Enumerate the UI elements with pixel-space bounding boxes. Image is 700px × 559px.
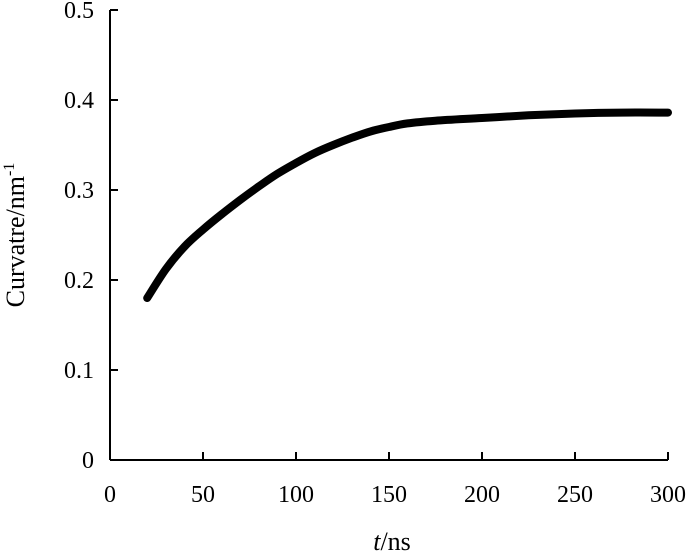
- x-axis-title: t/ns: [373, 527, 411, 556]
- y-tick-label: 0.4: [64, 88, 94, 114]
- y-tick-label: 0.3: [64, 178, 94, 204]
- x-tick-label: 50: [191, 482, 215, 508]
- curvature-series-line: [143, 108, 672, 302]
- y-tick-label: 0: [82, 448, 94, 474]
- y-axis-title: Curvatre/nm-1: [1, 163, 30, 308]
- y-tick-label: 0.5: [64, 0, 94, 24]
- y-tick-label: 0.1: [64, 358, 94, 384]
- tick-labels: 0 50 100 150 200 250 300 0 0.1 0.2 0.3 0.4 0.5: [64, 0, 686, 508]
- x-tick-label: 0: [104, 482, 116, 508]
- plot-area: 0 50 100 150 200 250 300 0 0.1 0.2 0.3 0.4 0.5: [64, 0, 686, 508]
- axis-ticks: [109, 9, 669, 461]
- x-tick-label: 200: [464, 482, 500, 508]
- x-tick-label: 100: [278, 482, 314, 508]
- x-tick-label: 250: [557, 482, 593, 508]
- y-tick-label: 0.2: [64, 268, 94, 294]
- x-tick-label: 300: [650, 482, 686, 508]
- x-tick-label: 150: [371, 482, 407, 508]
